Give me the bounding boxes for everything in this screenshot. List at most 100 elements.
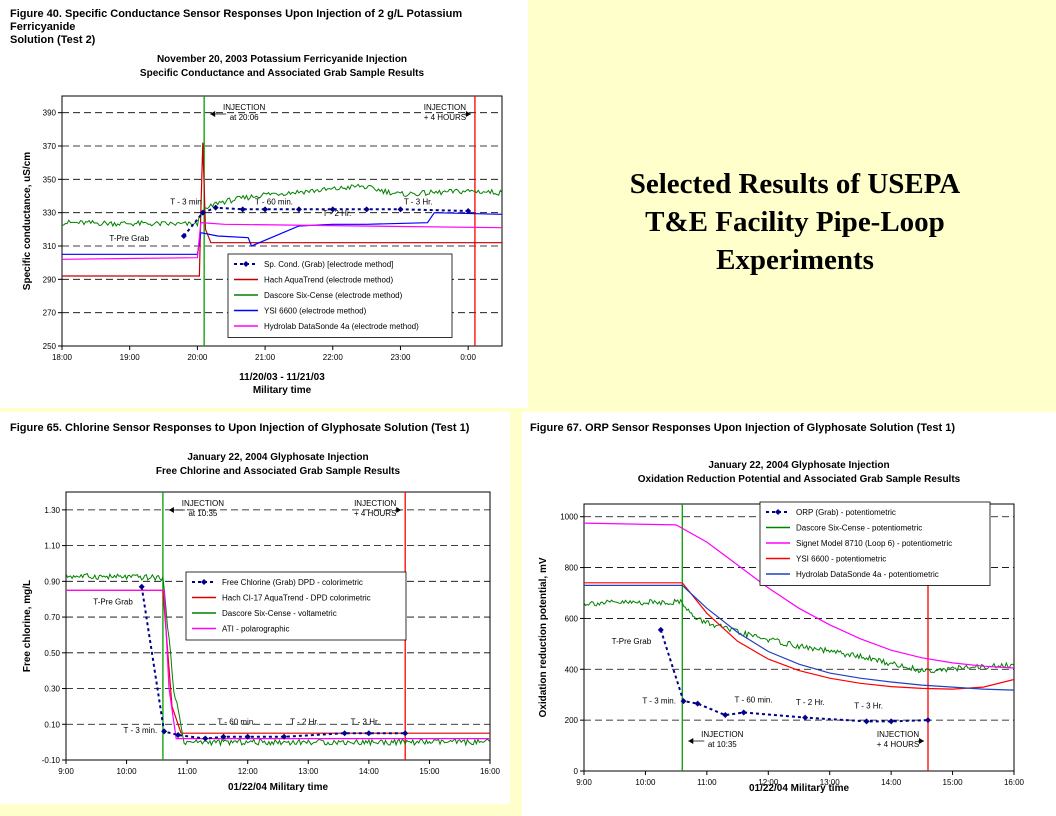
series-line <box>584 582 1014 690</box>
x-tick-label: 14:00 <box>359 767 380 776</box>
series-group <box>66 572 490 747</box>
figure-67-panel: Figure 67. ORP Sensor Responses Upon Inj… <box>522 412 1056 816</box>
data-point <box>239 206 246 213</box>
y-tick-label: 310 <box>43 242 57 251</box>
data-point <box>262 206 269 213</box>
data-point <box>363 206 370 213</box>
point-annotation: T - 3 min. <box>642 697 676 706</box>
data-point <box>680 698 687 705</box>
figure-65-title: Figure 65. Chlorine Sensor Responses to … <box>10 422 505 435</box>
legend-marker <box>201 579 207 585</box>
event-label: INJECTION <box>424 103 466 112</box>
point-annotation: T - 60 min. <box>255 197 293 206</box>
point-annotation: T - 3 Hr. <box>351 717 380 726</box>
point-annotation: T - 3 Hr. <box>404 197 433 206</box>
data-point <box>202 735 209 742</box>
figure-65-title-line-1: Figure 65. Chlorine Sensor Responses to … <box>10 422 470 434</box>
x-axis-label-2: Military time <box>253 385 312 396</box>
series-line <box>584 584 1014 691</box>
series-line <box>62 212 502 255</box>
y-tick-label: 400 <box>565 665 579 674</box>
series-line <box>659 629 929 723</box>
event-arrow-head <box>919 738 924 744</box>
y-tick-label: 270 <box>43 309 57 318</box>
chart-subtitle: Oxidation Reduction Potential and Associ… <box>638 474 961 485</box>
event-label: INJECTION <box>223 103 265 112</box>
chart-title: November 20, 2003 Potassium Ferricyanide… <box>157 54 407 65</box>
series-group <box>62 142 502 277</box>
legend-entry: Hach CI-17 AquaTrend - DPD colorimetric <box>222 594 371 603</box>
event-arrow-head <box>168 507 174 513</box>
data-point <box>161 728 168 735</box>
point-annotation: T - 2 Hr. <box>323 209 352 218</box>
y-tick-label: 290 <box>43 275 57 284</box>
event-label: + 4 HOURS <box>424 113 466 122</box>
y-axis-label: Specific conductance, uS/cm <box>22 152 33 290</box>
x-tick-label: 16:00 <box>480 767 501 776</box>
x-tick-label: 14:00 <box>881 778 902 787</box>
y-tick-label: 1.10 <box>44 542 60 551</box>
event-arrow-head <box>396 507 402 513</box>
chart-subtitle: Free Chlorine and Associated Grab Sample… <box>156 466 401 477</box>
data-point <box>465 208 472 214</box>
point-annotation: T-Pre Grab <box>612 637 652 646</box>
legend-entry: Hydrolab DataSonde 4a - potentiometric <box>796 570 939 579</box>
y-tick-label: 330 <box>43 209 57 218</box>
data-point <box>888 718 895 725</box>
point-annotation: T-Pre Grab <box>109 234 149 243</box>
data-point <box>341 730 348 737</box>
x-tick-label: 11:00 <box>697 778 717 787</box>
event-label: at 10:35 <box>708 740 737 749</box>
slide-title: Selected Results of USEPA T&E Facility P… <box>560 165 1030 279</box>
x-tick-label: 20:00 <box>187 353 208 362</box>
slide-title-line-3: Experiments <box>716 244 874 276</box>
y-tick-label: 1.30 <box>44 506 60 515</box>
series-line <box>584 598 1014 674</box>
x-tick-label: 12:00 <box>238 767 259 776</box>
y-tick-label: 0.30 <box>44 685 60 694</box>
free-chlorine-chart: January 22, 2004 Glyphosate Injection Fre… <box>22 452 501 793</box>
data-point <box>329 206 336 213</box>
slide-title-line-2: T&E Facility Pipe-Loop <box>645 206 945 238</box>
y-tick-label: 0.90 <box>44 577 60 586</box>
x-tick-label: 18:00 <box>52 353 73 362</box>
slide-title-line-1: Selected Results of USEPA <box>629 168 961 200</box>
y-tick-label: 350 <box>43 175 57 184</box>
legend-entry: Hydrolab DataSonde 4a (electrode method) <box>264 322 419 331</box>
point-annotation: T - 60 min. <box>735 695 773 704</box>
data-point <box>802 714 809 721</box>
specific-conductance-chart: November 20, 2003 Potassium Ferricyanide… <box>22 54 503 396</box>
data-point <box>694 700 701 707</box>
data-point <box>863 718 870 725</box>
x-tick-label: 10:00 <box>635 778 656 787</box>
event-label: INJECTION <box>182 499 224 508</box>
figure-40-title-line-1: Figure 40. Specific Conductance Sensor R… <box>10 8 463 33</box>
chart-title: January 22, 2004 Glyphosate Injection <box>187 452 368 463</box>
data-point <box>138 583 145 590</box>
legend-entry: ATI - polarographic <box>222 625 289 634</box>
x-tick-label: 15:00 <box>943 778 964 787</box>
figure-65-panel: Figure 65. Chlorine Sensor Responses to … <box>0 412 510 804</box>
event-label: at 20:06 <box>230 113 259 122</box>
y-tick-label: 0.10 <box>44 720 60 729</box>
series-line <box>140 586 406 740</box>
legend-marker <box>243 261 249 267</box>
y-tick-label: -0.10 <box>42 756 61 765</box>
x-tick-label: 19:00 <box>120 353 141 362</box>
series-line <box>66 572 490 747</box>
y-tick-label: 800 <box>565 564 579 573</box>
y-tick-label: 0.70 <box>44 613 60 622</box>
legend-entry: Dascore Six-Cense (electrode method) <box>264 291 403 300</box>
x-tick-label: 12:00 <box>758 778 779 787</box>
legend-entry: Dascore Six-Cense - potentiometric <box>796 524 922 533</box>
x-tick-label: 0:00 <box>460 353 476 362</box>
event-label: + 4 HOURS <box>354 509 396 518</box>
legend-marker <box>775 509 781 515</box>
y-tick-label: 0.50 <box>44 649 60 658</box>
legend-entry: Signet Model 8710 (Loop 6) - potentiomet… <box>796 539 952 548</box>
data-point <box>212 204 219 211</box>
data-point <box>740 709 747 716</box>
data-point <box>180 233 187 239</box>
x-tick-label: 15:00 <box>419 767 440 776</box>
x-tick-label: 9:00 <box>576 778 592 787</box>
